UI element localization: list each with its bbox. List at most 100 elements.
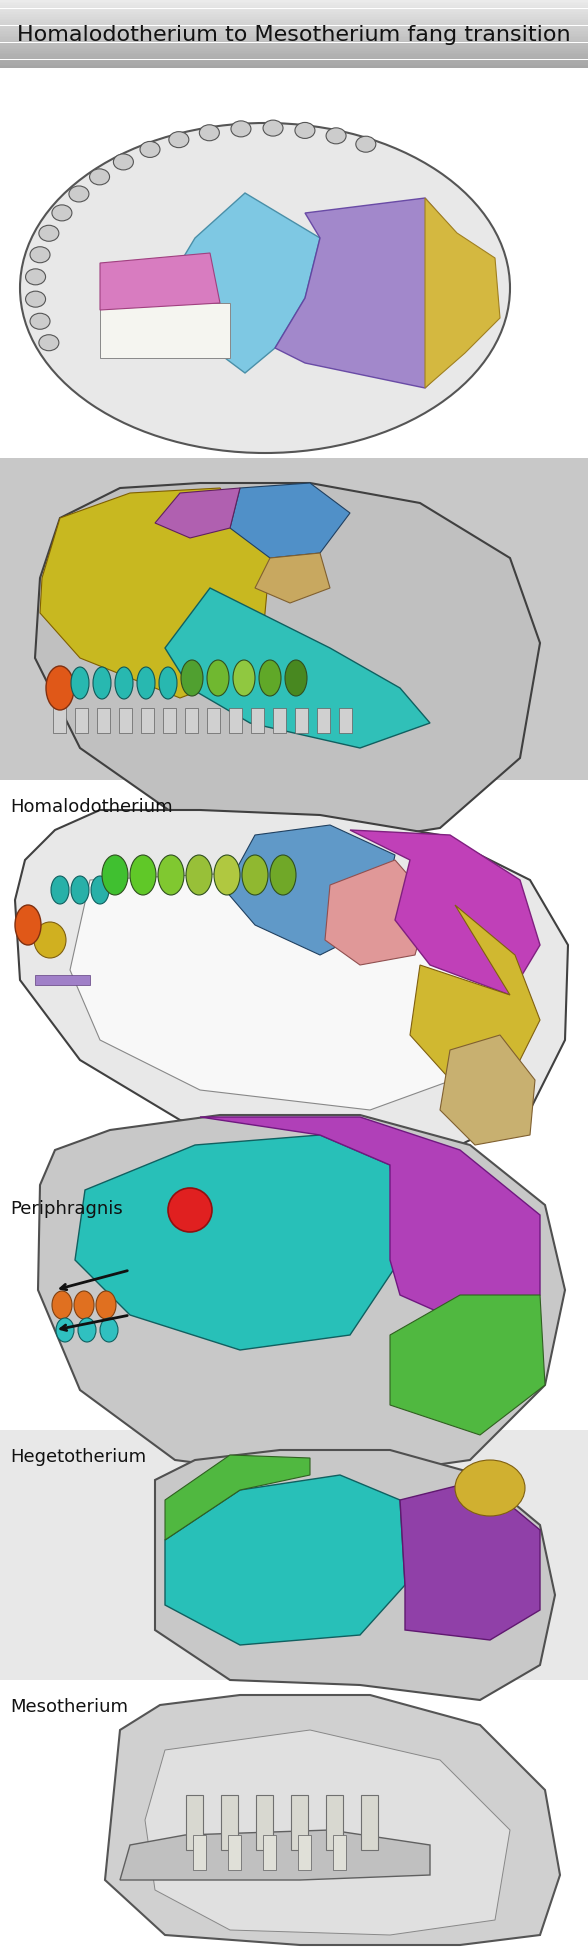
Polygon shape (165, 1476, 405, 1645)
Bar (186, 1795, 203, 1850)
Bar (119, 709, 132, 732)
Bar (0, 458, 588, 849)
Bar (291, 1795, 308, 1850)
Ellipse shape (15, 905, 41, 944)
Ellipse shape (455, 1460, 525, 1517)
Bar (185, 709, 198, 732)
Polygon shape (225, 826, 395, 954)
Bar (141, 709, 154, 732)
Polygon shape (70, 870, 490, 1110)
Ellipse shape (74, 1291, 94, 1318)
Polygon shape (325, 861, 430, 966)
Ellipse shape (89, 169, 109, 185)
Polygon shape (165, 193, 320, 374)
Bar (0, 781, 588, 1170)
Ellipse shape (115, 668, 133, 699)
Bar (0, 781, 588, 1170)
Polygon shape (275, 199, 465, 387)
Bar (251, 709, 264, 732)
Bar (0, 68, 588, 458)
Ellipse shape (140, 142, 160, 158)
Bar (339, 709, 352, 732)
Ellipse shape (20, 123, 510, 454)
Polygon shape (165, 588, 430, 748)
Ellipse shape (91, 876, 109, 903)
Bar (0, 458, 588, 849)
Ellipse shape (93, 668, 111, 699)
Ellipse shape (186, 855, 212, 896)
Polygon shape (255, 553, 330, 604)
Ellipse shape (25, 269, 45, 284)
Bar (229, 709, 242, 732)
Ellipse shape (181, 660, 203, 695)
Ellipse shape (285, 660, 307, 695)
Polygon shape (400, 1480, 540, 1639)
Ellipse shape (100, 1318, 118, 1341)
Polygon shape (75, 1135, 400, 1349)
Ellipse shape (263, 121, 283, 136)
Ellipse shape (130, 855, 156, 896)
Ellipse shape (34, 923, 66, 958)
Ellipse shape (270, 855, 296, 896)
Ellipse shape (259, 660, 281, 695)
Ellipse shape (159, 668, 177, 699)
Ellipse shape (158, 855, 184, 896)
Bar (295, 709, 308, 732)
Ellipse shape (233, 660, 255, 695)
Ellipse shape (199, 125, 219, 140)
Polygon shape (440, 1036, 535, 1145)
Ellipse shape (326, 129, 346, 144)
Bar (263, 1834, 276, 1869)
Ellipse shape (69, 187, 89, 202)
Bar (0, 1094, 588, 1486)
Bar (0, 1680, 588, 1947)
Bar (317, 709, 330, 732)
Ellipse shape (30, 313, 50, 329)
Polygon shape (350, 829, 540, 995)
Bar (35, 975, 90, 985)
Bar (0, 1680, 588, 1947)
Ellipse shape (52, 1291, 72, 1318)
Text: Mesotherium: Mesotherium (10, 1698, 128, 1715)
Polygon shape (425, 199, 500, 387)
Ellipse shape (168, 1188, 212, 1232)
Polygon shape (200, 1118, 540, 1336)
Bar (0, 1429, 588, 1700)
Ellipse shape (207, 660, 229, 695)
Bar (361, 1795, 378, 1850)
Ellipse shape (102, 855, 128, 896)
Text: Hegetotherium: Hegetotherium (10, 1449, 146, 1466)
Polygon shape (390, 1295, 545, 1435)
Ellipse shape (356, 136, 376, 152)
Bar (333, 1834, 346, 1869)
Ellipse shape (39, 335, 59, 350)
Bar (298, 1834, 311, 1869)
Ellipse shape (30, 247, 50, 263)
Bar (0, 68, 588, 458)
Ellipse shape (71, 668, 89, 699)
Ellipse shape (71, 876, 89, 903)
Ellipse shape (242, 855, 268, 896)
Polygon shape (100, 253, 220, 310)
Bar (207, 709, 220, 732)
Polygon shape (15, 810, 568, 1151)
Bar (256, 1795, 273, 1850)
Bar (53, 709, 66, 732)
Ellipse shape (169, 132, 189, 148)
Polygon shape (165, 1454, 310, 1540)
Bar (221, 1795, 238, 1850)
Ellipse shape (137, 668, 155, 699)
Polygon shape (35, 483, 540, 849)
Ellipse shape (295, 123, 315, 138)
Text: Homalodotherium: Homalodotherium (10, 798, 173, 816)
Polygon shape (230, 483, 350, 559)
Text: Periphragnis: Periphragnis (10, 1199, 123, 1219)
Ellipse shape (96, 1291, 116, 1318)
Bar (326, 1795, 343, 1850)
Text: Homalodotherium to Mesotherium fang transition: Homalodotherium to Mesotherium fang tran… (17, 25, 571, 45)
Polygon shape (105, 1696, 560, 1945)
Ellipse shape (46, 666, 74, 711)
Polygon shape (120, 1830, 430, 1881)
Bar (100, 304, 230, 358)
Bar (273, 709, 286, 732)
